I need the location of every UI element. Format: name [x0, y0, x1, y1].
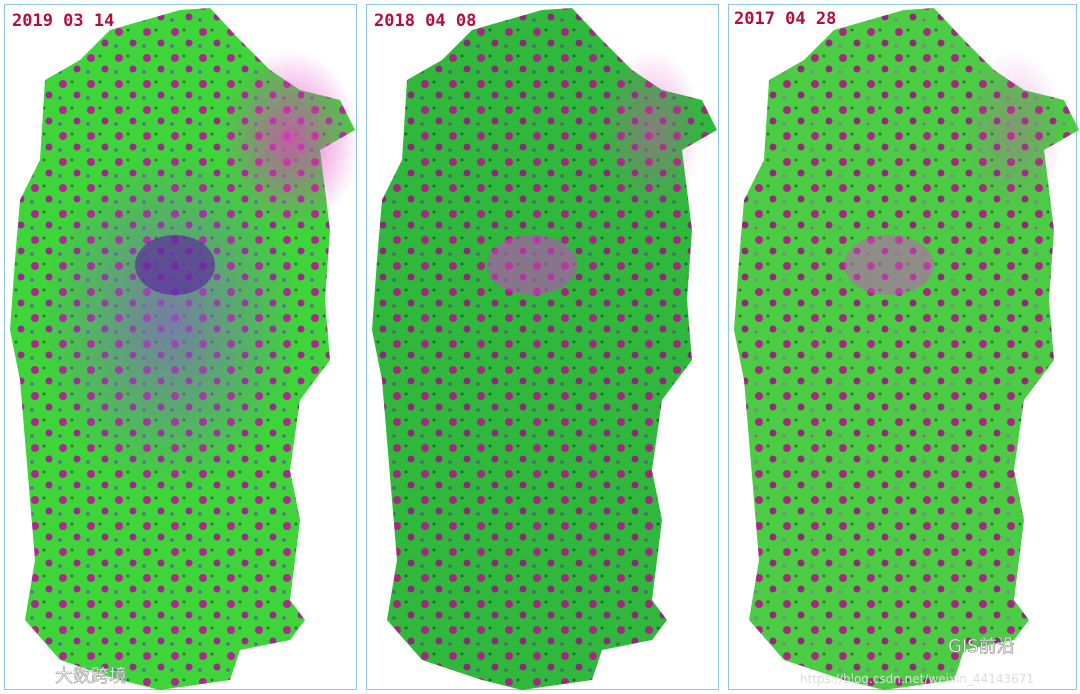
date-label: 2019 03 14 [12, 11, 114, 31]
panel: 2017 04 28 [728, 4, 1079, 690]
watermark: 大数跨境 [55, 666, 127, 687]
watermark-url: https://blog.csdn.net/weixin_44143671 [800, 672, 1034, 686]
panel: 2018 04 08 [366, 4, 719, 690]
date-label: 2018 04 08 [374, 11, 476, 31]
date-label: 2017 04 28 [734, 9, 836, 29]
panel: 2019 03 14 [4, 4, 360, 690]
watermark: GIS前沿 [948, 636, 1015, 657]
